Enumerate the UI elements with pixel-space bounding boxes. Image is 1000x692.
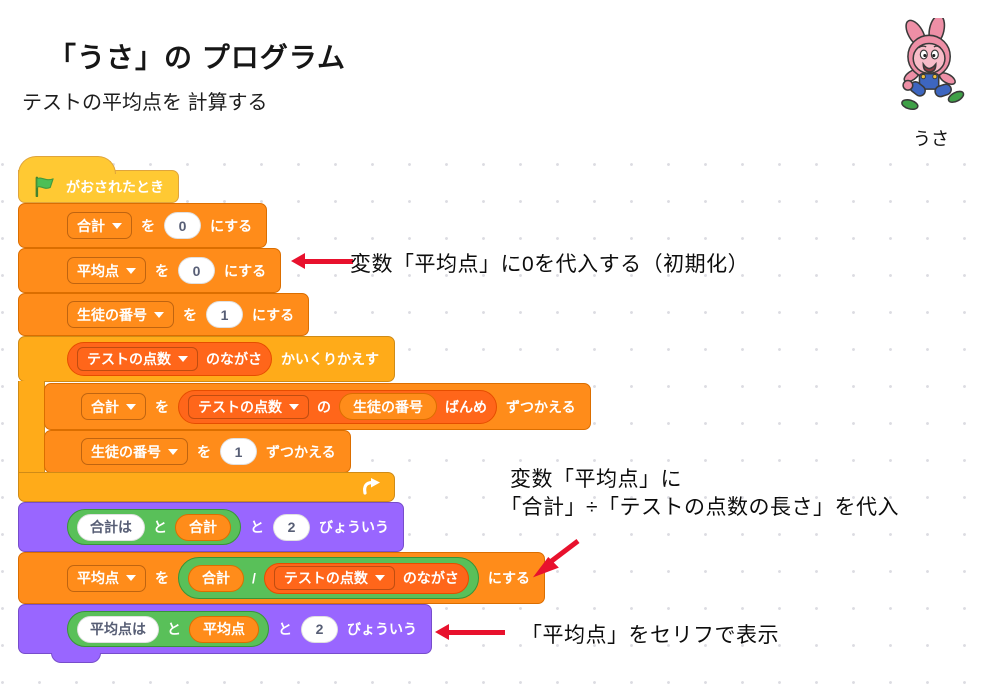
text-input[interactable]: 合計は (77, 513, 145, 541)
dropdown-arrow-icon (178, 356, 188, 362)
block-label: びょういう (347, 621, 417, 637)
block-change-total-by-item[interactable]: 合計 を テストの点数 の 生徒の番号 ばんめ ずつかえる (44, 383, 591, 430)
loop-arrow-icon (363, 478, 380, 495)
block-label: にする (487, 570, 531, 586)
character-name-label: うさ (913, 129, 949, 149)
block-label: のながさ (206, 351, 262, 367)
dropdown-value: テストの点数 (283, 570, 368, 586)
block-label: と (250, 519, 264, 535)
block-label: を (141, 217, 155, 234)
block-label: と (278, 621, 292, 637)
block-label: ずつかえる (506, 398, 576, 415)
dropdown-arrow-icon (126, 575, 136, 581)
block-when-flag-clicked[interactable]: がおされたとき (18, 156, 179, 203)
repeat-block-bottom-bar[interactable] (18, 472, 395, 502)
dropdown-value: 平均点 (77, 262, 119, 279)
seconds-input[interactable]: 2 (301, 615, 338, 643)
join-operator[interactable]: 合計は と 合計 (67, 509, 241, 545)
block-set-student-number-to-1[interactable]: 生徒の番号 を 1 にする (18, 293, 310, 336)
division-sign: / (252, 570, 256, 586)
red-arrow-diagonal-icon (532, 539, 580, 578)
dropdown-arrow-icon (126, 267, 136, 274)
value-input[interactable]: 0 (164, 212, 201, 239)
variable-reporter-average[interactable]: 平均点 (189, 615, 259, 643)
reporter-length-of-list[interactable]: テストの点数 のながさ (67, 342, 272, 376)
dropdown-value: 平均点 (77, 570, 119, 586)
repeat-block-left-arm (18, 381, 45, 473)
block-label: びょういう (319, 519, 389, 535)
list-dropdown[interactable]: テストの点数 (273, 566, 395, 590)
page-subtitle: テストの平均点を 計算する (22, 92, 268, 114)
list-dropdown[interactable]: テストの点数 (188, 394, 309, 419)
variable-reporter-total[interactable]: 合計 (175, 513, 231, 541)
reporter-item-of-list[interactable]: テストの点数 の 生徒の番号 ばんめ (178, 389, 497, 424)
seconds-input[interactable]: 2 (273, 513, 310, 541)
rabbit-character-image (901, 14, 965, 111)
annotation-init: 変数「平均点」に0を代入する（初期化） (350, 253, 750, 276)
variable-dropdown[interactable]: 合計 (67, 212, 132, 239)
text-input[interactable]: 平均点は (77, 615, 159, 643)
block-label: と (153, 519, 167, 535)
block-label: を (155, 398, 169, 415)
dropdown-arrow-icon (112, 222, 122, 229)
variable-dropdown[interactable]: 平均点 (67, 257, 146, 284)
annotation-calc-line1: 変数「平均点」に (510, 468, 682, 491)
block-label: のながさ (402, 570, 459, 586)
list-dropdown[interactable]: テストの点数 (77, 347, 198, 371)
block-say-average[interactable]: 平均点は と 平均点 と 2 びょういう (18, 604, 432, 663)
dropdown-value: テストの点数 (87, 351, 171, 367)
division-operator[interactable]: 合計 / テストの点数 のながさ (178, 557, 479, 599)
dropdown-arrow-icon (289, 403, 299, 410)
block-set-average-to-division[interactable]: 平均点 を 合計 / テストの点数 のながさ にする (18, 552, 546, 604)
block-set-average-to-0[interactable]: 平均点 を 0 にする (18, 248, 282, 293)
dropdown-value: 合計 (91, 398, 119, 415)
red-arrow-left-icon (291, 253, 353, 269)
block-label: かいくりかえす (281, 351, 379, 367)
block-change-student-number-by-1[interactable]: 生徒の番号 を 1 ずつかえる (44, 430, 351, 473)
value-input[interactable]: 1 (206, 301, 243, 328)
join-operator[interactable]: 平均点は と 平均点 (67, 611, 269, 647)
block-repeat-times[interactable]: テストの点数 のながさ かいくりかえす (18, 336, 395, 382)
block-label: ばんめ (445, 398, 487, 415)
annotation-calc-line2: 「合計」÷「テストの点数の長さ」を代入 (500, 496, 900, 519)
variable-reporter-student-number[interactable]: 生徒の番号 (339, 393, 437, 420)
block-label: にする (224, 262, 267, 279)
reporter-length-of-list[interactable]: テストの点数 のながさ (263, 562, 469, 594)
value-input[interactable]: 1 (220, 438, 257, 465)
variable-dropdown[interactable]: 生徒の番号 (67, 301, 174, 328)
dropdown-arrow-icon (126, 403, 136, 410)
value-input[interactable]: 0 (178, 257, 215, 284)
dropdown-value: 合計 (77, 217, 105, 234)
green-flag-icon (35, 176, 54, 197)
annotation-say: 「平均点」をセリフで表示 (521, 624, 779, 647)
page-title: 「うさ」の プログラム (48, 42, 346, 73)
block-label: の (317, 398, 331, 415)
block-label: を (155, 262, 169, 279)
block-label: にする (210, 217, 253, 234)
dropdown-value: 生徒の番号 (77, 306, 147, 323)
dropdown-value: テストの点数 (198, 398, 282, 415)
red-arrow-left-icon (435, 624, 505, 640)
variable-dropdown[interactable]: 平均点 (67, 564, 146, 592)
dropdown-arrow-icon (154, 311, 164, 318)
variable-dropdown[interactable]: 生徒の番号 (81, 438, 188, 465)
block-label: を (155, 570, 169, 586)
block-label: を (197, 443, 211, 460)
character-usa: うさ (883, 14, 979, 151)
block-label: ずつかえる (266, 443, 336, 460)
block-label: と (167, 621, 181, 637)
block-label: を (183, 306, 197, 323)
dropdown-arrow-icon (168, 448, 178, 455)
block-say-total[interactable]: 合計は と 合計 と 2 びょういう (18, 502, 404, 552)
variable-dropdown[interactable]: 合計 (81, 393, 146, 420)
block-label: がおされたとき (66, 178, 164, 195)
dropdown-arrow-icon (374, 575, 385, 581)
dropdown-value: 生徒の番号 (91, 443, 161, 460)
block-label: にする (252, 306, 295, 323)
block-set-total-to-0[interactable]: 合計 を 0 にする (18, 203, 268, 248)
variable-reporter-total[interactable]: 合計 (188, 564, 244, 592)
